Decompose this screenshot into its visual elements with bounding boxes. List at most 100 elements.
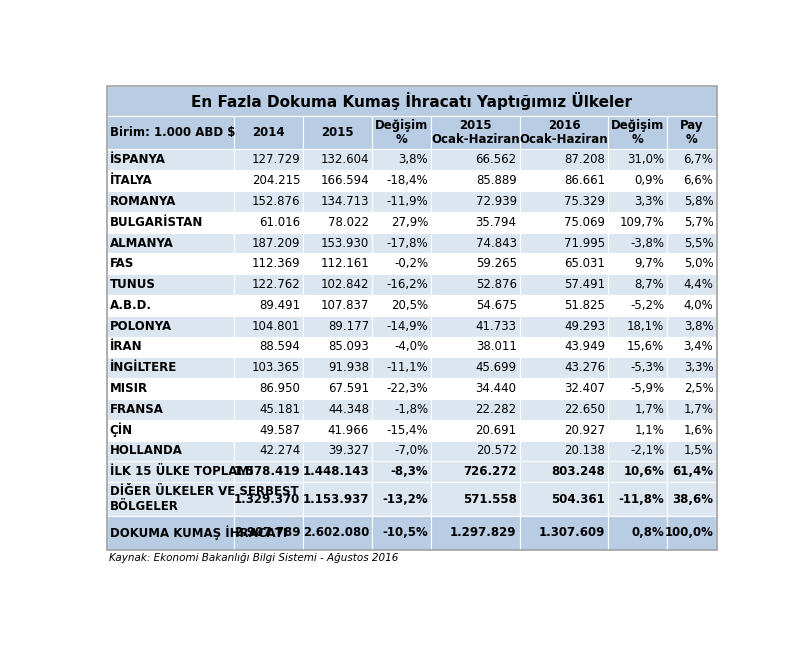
Bar	[234, 357, 303, 378]
Bar	[234, 232, 303, 253]
Text: 5,0%: 5,0%	[683, 257, 712, 271]
Bar	[666, 191, 715, 212]
Bar	[431, 274, 519, 295]
Bar	[431, 516, 519, 550]
Bar	[519, 440, 608, 462]
Text: 65.031: 65.031	[564, 257, 605, 271]
Bar	[431, 295, 519, 316]
Bar	[608, 253, 666, 274]
Text: -4,0%: -4,0%	[394, 341, 427, 353]
Bar	[234, 516, 303, 550]
Bar	[519, 482, 608, 516]
Text: 1.307.609: 1.307.609	[538, 526, 605, 540]
Bar	[431, 337, 519, 357]
Text: 89.491: 89.491	[259, 299, 300, 312]
Bar	[608, 420, 666, 440]
Bar	[431, 191, 519, 212]
Text: 2.907.789: 2.907.789	[233, 526, 300, 540]
Bar	[666, 420, 715, 440]
Bar	[431, 399, 519, 420]
Bar	[303, 191, 371, 212]
Text: 3,8%: 3,8%	[683, 320, 712, 333]
Text: HOLLANDA: HOLLANDA	[110, 444, 182, 458]
Text: POLONYA: POLONYA	[110, 320, 172, 333]
Text: 1,7%: 1,7%	[683, 403, 712, 416]
Bar	[371, 316, 431, 337]
Text: 104.801: 104.801	[252, 320, 300, 333]
Bar	[303, 116, 371, 150]
Bar	[371, 191, 431, 212]
Text: 122.762: 122.762	[251, 278, 300, 291]
Bar	[608, 295, 666, 316]
Text: 504.361: 504.361	[551, 492, 605, 506]
Text: 59.265: 59.265	[475, 257, 516, 271]
Text: 43.949: 43.949	[563, 341, 605, 353]
Bar	[666, 150, 715, 170]
Text: 75.069: 75.069	[564, 216, 605, 228]
Bar	[234, 378, 303, 399]
Bar	[666, 170, 715, 191]
Text: 100,0%: 100,0%	[664, 526, 712, 540]
Text: 44.348: 44.348	[328, 403, 369, 416]
Bar	[666, 337, 715, 357]
Text: -1,8%: -1,8%	[394, 403, 427, 416]
Text: 75.329: 75.329	[564, 195, 605, 208]
Bar	[371, 440, 431, 462]
Bar	[303, 357, 371, 378]
Bar	[431, 357, 519, 378]
Bar	[234, 316, 303, 337]
Text: -0,2%: -0,2%	[394, 257, 427, 271]
Text: 41.733: 41.733	[475, 320, 516, 333]
Text: ALMANYA: ALMANYA	[110, 236, 173, 250]
Bar	[107, 516, 234, 550]
Bar	[107, 316, 234, 337]
Text: 39.327: 39.327	[328, 444, 369, 458]
Text: 1.297.829: 1.297.829	[450, 526, 516, 540]
Bar	[371, 274, 431, 295]
Bar	[371, 482, 431, 516]
Text: 51.825: 51.825	[564, 299, 605, 312]
Bar	[519, 316, 608, 337]
Text: 38.011: 38.011	[475, 341, 516, 353]
Bar	[608, 116, 666, 150]
Text: -11,1%: -11,1%	[386, 361, 427, 374]
Bar	[519, 170, 608, 191]
Text: 5,8%: 5,8%	[683, 195, 712, 208]
Bar	[303, 420, 371, 440]
Bar	[608, 516, 666, 550]
Bar	[371, 170, 431, 191]
Text: En Fazla Dokuma Kumaş İhracatı Yaptığımız Ülkeler: En Fazla Dokuma Kumaş İhracatı Yaptığımı…	[191, 92, 631, 110]
Bar	[666, 440, 715, 462]
Text: 22.282: 22.282	[475, 403, 516, 416]
Text: 31,0%: 31,0%	[626, 154, 663, 166]
Text: DİĞER ÜLKELER VE SERBEST
BÖLGELER: DİĞER ÜLKELER VE SERBEST BÖLGELER	[110, 485, 298, 513]
Bar	[234, 170, 303, 191]
Text: 0,8%: 0,8%	[630, 526, 663, 540]
Text: 85.093: 85.093	[328, 341, 369, 353]
Bar	[107, 170, 234, 191]
Bar	[107, 86, 715, 116]
Text: 803.248: 803.248	[551, 465, 605, 478]
Bar	[303, 253, 371, 274]
Bar	[666, 295, 715, 316]
Bar	[431, 316, 519, 337]
Bar	[107, 337, 234, 357]
Bar	[234, 399, 303, 420]
Text: 3,8%: 3,8%	[398, 154, 427, 166]
Text: -8,3%: -8,3%	[390, 465, 427, 478]
Bar	[608, 274, 666, 295]
Text: -5,2%: -5,2%	[630, 299, 663, 312]
Text: 38,6%: 38,6%	[671, 492, 712, 506]
Text: İLK 15 ÜLKE TOPLAMI: İLK 15 ÜLKE TOPLAMI	[110, 465, 253, 478]
Bar	[234, 337, 303, 357]
Bar	[519, 191, 608, 212]
Text: 1,1%: 1,1%	[634, 424, 663, 437]
Bar	[234, 295, 303, 316]
Text: -5,3%: -5,3%	[630, 361, 663, 374]
Bar	[371, 420, 431, 440]
Bar	[371, 516, 431, 550]
Bar	[303, 378, 371, 399]
Bar	[234, 482, 303, 516]
Bar	[234, 462, 303, 482]
Bar	[666, 378, 715, 399]
